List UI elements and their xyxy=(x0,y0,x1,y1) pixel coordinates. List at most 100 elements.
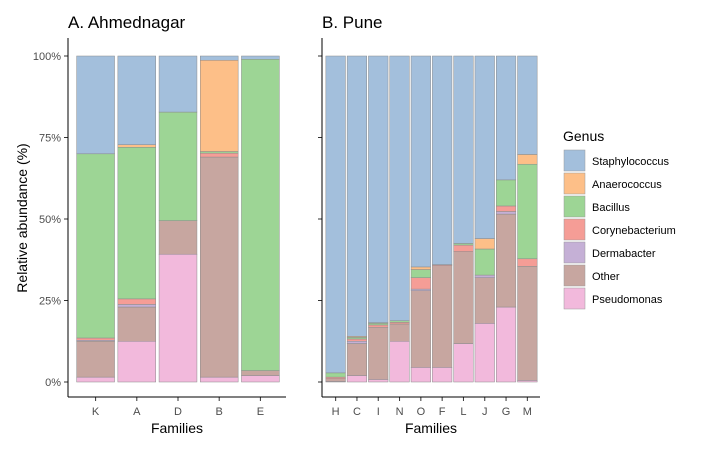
panel-b-x-tick-label: I xyxy=(377,406,380,418)
panel-b-bar-m-bacillus xyxy=(517,163,538,260)
panel-a-x-tick-label: D xyxy=(174,406,182,418)
legend-items: Staphylococcus Anaerococcus Bacillus Coryne… xyxy=(563,149,676,310)
panel-b-x-tick-label: O xyxy=(417,406,426,418)
legend-title: Genus xyxy=(563,128,604,144)
panel-a-bar-e-staphylococcus xyxy=(241,55,280,60)
panel-a-bar-e-other xyxy=(241,370,280,376)
legend-label-staphylococcus: Staphylococcus xyxy=(592,156,670,168)
panel-b-bar-h-bacillus xyxy=(325,372,346,378)
panel-a-bar-a-bacillus xyxy=(117,147,156,300)
panel-b-bar-h-staphylococcus xyxy=(325,55,346,374)
panel-a-bar-d-pseudomonas xyxy=(158,253,198,383)
panel-b-bar-n-other xyxy=(389,323,410,342)
panel-a-bar-k-corynebacterium xyxy=(76,337,115,341)
legend-swatch-pseudomonas xyxy=(563,287,586,310)
panel-b-bar-f-pseudomonas xyxy=(432,367,453,383)
legend-label-corynebacterium: Corynebacterium xyxy=(592,225,676,237)
panel-b-bar-c-corynebacterium xyxy=(346,338,367,342)
panel-b-bar-g-dermabacter xyxy=(496,211,517,215)
panel-b-x-tick-label: C xyxy=(353,406,361,418)
panel-a-bar-b-staphylococcus xyxy=(200,55,239,61)
panel-a-y-tick-label: 100% xyxy=(33,51,61,63)
panel-a-bar-e-pseudomonas xyxy=(241,375,280,383)
panel-a-x-tick-label: K xyxy=(92,406,100,418)
panel-a-y-ticks: 0% 25% 50% 75% 100% xyxy=(33,51,68,389)
panel-b-bar-c-dermabacter xyxy=(346,341,367,344)
panel-b-bar-o-pseudomonas xyxy=(410,367,431,383)
panel-a-title: A. Ahmednagar xyxy=(68,13,186,32)
panel-a-bar-a-dermabacter xyxy=(117,304,156,308)
panel-b-bar-j-dermabacter xyxy=(474,274,495,278)
panel-b-bar-o-corynebacterium xyxy=(410,277,431,290)
panel-b-bar-g-bacillus xyxy=(496,179,517,207)
legend-label-other: Other xyxy=(592,271,620,283)
panel-b-bar-m-other xyxy=(517,266,538,381)
y-axis-title: Relative abundance (%) xyxy=(14,143,30,292)
panel-b-bar-h-other xyxy=(325,378,346,382)
panel-a-bar-a-other xyxy=(117,306,156,342)
panel-b-bar-m-staphylococcus xyxy=(517,55,538,155)
panel-b-bar-l-staphylococcus xyxy=(453,55,474,244)
panel-a-bar-b-corynebacterium xyxy=(200,152,239,158)
panel-b-title: B. Pune xyxy=(322,13,383,32)
legend-swatch-corynebacterium xyxy=(563,218,586,241)
panel-a-bar-k-staphylococcus xyxy=(76,55,115,155)
panel-a-bar-b-pseudomonas xyxy=(200,376,239,383)
panel-b-bar-o-other xyxy=(410,290,431,368)
panel-b-x-tick-label: F xyxy=(439,406,446,418)
panel-b-bar-f-other xyxy=(432,265,453,368)
panel-a-bar-d-staphylococcus xyxy=(158,55,198,113)
panel-b-bar-m-corynebacterium xyxy=(517,258,538,267)
panel-b-bar-g-corynebacterium xyxy=(496,205,517,212)
legend-swatch-dermabacter xyxy=(563,241,586,264)
panel-b-bar-j-staphylococcus xyxy=(474,55,495,239)
panel-b-bar-g-other xyxy=(496,213,517,308)
panel-a-bar-d-bacillus xyxy=(158,111,198,221)
panel-b-bar-i-pseudomonas xyxy=(368,379,389,383)
panel-b-bar-o-staphylococcus xyxy=(410,55,431,268)
panel-b-bar-j-bacillus xyxy=(474,248,495,276)
panel-a-x-axis-title: Families xyxy=(151,420,203,436)
legend-swatch-staphylococcus xyxy=(563,149,586,172)
panel-b-y-ticks xyxy=(318,55,322,383)
panel-b-x-tick-label: H xyxy=(332,406,340,418)
panel-b-bar-l-pseudomonas xyxy=(453,343,474,383)
panel-b-bar-i-staphylococcus xyxy=(368,55,389,323)
panel-a-x-tick-label: A xyxy=(133,406,141,418)
panel-b-bar-l-other xyxy=(453,251,474,344)
panel-b-x-tick-label: J xyxy=(482,406,488,418)
panel-b-bar-n-pseudomonas xyxy=(389,341,410,383)
panel-a-y-tick-label: 75% xyxy=(39,133,61,145)
panel-b-x-axis-title: Families xyxy=(405,420,457,436)
legend: Genus Staphylococcus Anaerococcus Bacillus… xyxy=(563,128,676,310)
panel-a-bar-k-other xyxy=(76,341,115,378)
panel-b-bar-c-pseudomonas xyxy=(346,375,367,383)
panel-b-bar-j-pseudomonas xyxy=(474,323,495,383)
legend-swatch-bacillus xyxy=(563,195,586,218)
panel-b-x-tick-label: G xyxy=(502,406,511,418)
panel-a-x-tick-label: E xyxy=(257,406,264,418)
panel-a-bar-b-anaerococcus xyxy=(200,59,239,152)
panel-a-bars xyxy=(76,55,280,383)
panel-a-bar-b-other xyxy=(200,156,239,378)
panel-b-x-tick-label: N xyxy=(396,406,404,418)
panel-b-bar-f-staphylococcus xyxy=(432,55,453,265)
panel-b-bar-g-staphylococcus xyxy=(496,55,517,181)
panel-b-bars xyxy=(325,55,538,383)
panel-b-bar-j-anaerococcus xyxy=(474,238,495,250)
panel-b-bar-i-corynebacterium xyxy=(368,324,389,328)
panel-a-bar-a-anaerococcus xyxy=(117,144,156,148)
panel-b-x-tick-label: M xyxy=(523,406,532,418)
panel-a-y-tick-label: 50% xyxy=(39,214,61,226)
panel-a-bar-k-pseudomonas xyxy=(76,376,115,383)
panel-b-x-tick-label: L xyxy=(460,406,466,418)
panel-b-bar-c-other xyxy=(346,343,367,376)
legend-label-anaerococcus: Anaerococcus xyxy=(592,179,662,191)
panel-b-bar-o-bacillus xyxy=(410,269,431,278)
panel-b-bar-j-other xyxy=(474,277,495,324)
panel-a-y-tick-label: 0% xyxy=(45,377,61,389)
panel-b-bar-l-corynebacterium xyxy=(453,244,474,252)
panel-a-y-tick-label: 25% xyxy=(39,296,61,308)
